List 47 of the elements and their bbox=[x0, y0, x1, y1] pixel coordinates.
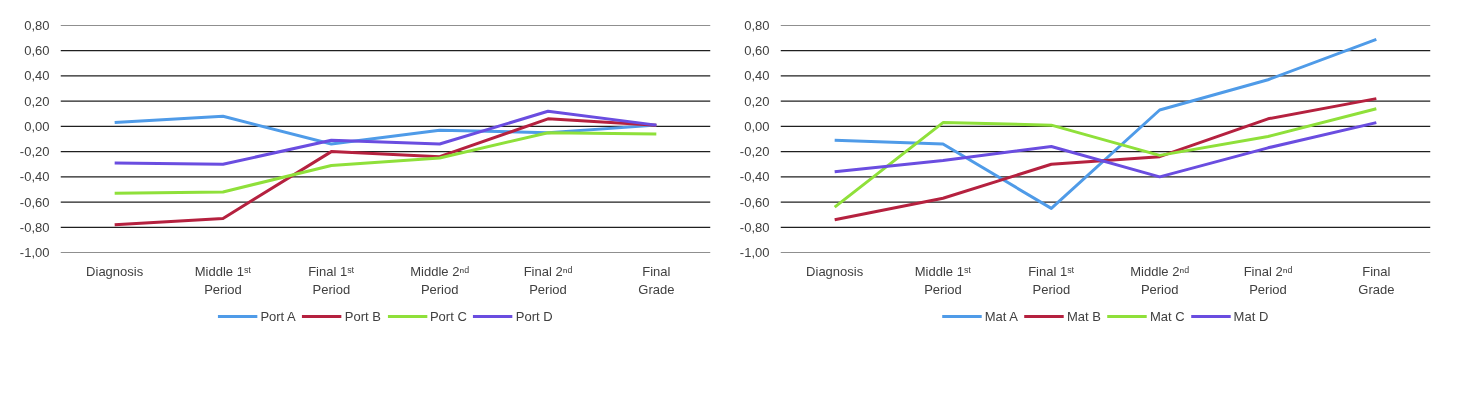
legend-label: Mat B bbox=[1066, 308, 1101, 324]
y-tick-label: 0,60 bbox=[744, 43, 770, 59]
y-tick-label: -0,80 bbox=[739, 219, 770, 235]
line-series bbox=[833, 121, 1378, 179]
x-tick-label: Middle 2ⁿᵈ Period bbox=[1130, 263, 1190, 297]
line-series bbox=[113, 117, 658, 227]
y-tick-label: 0,20 bbox=[24, 93, 50, 109]
x-tick-label: Final Grade bbox=[638, 263, 675, 297]
x-tick-label: Middle 2ⁿᵈ Period bbox=[410, 263, 470, 297]
legend-label: Port C bbox=[429, 308, 467, 324]
y-tick-label: 0,40 bbox=[24, 68, 50, 84]
line-series bbox=[833, 97, 1378, 222]
y-tick-label: -0,60 bbox=[19, 194, 50, 210]
x-tick-label: Middle 1ˢᵗ Period bbox=[914, 263, 972, 297]
y-tick-label: 0,00 bbox=[24, 118, 50, 134]
legend-label: Port D bbox=[515, 308, 553, 324]
x-tick-label: Diagnosis bbox=[806, 263, 864, 279]
y-tick-label: -0,40 bbox=[739, 169, 770, 185]
y-tick-label: 0,00 bbox=[744, 118, 770, 134]
legend-label: Mat C bbox=[1149, 308, 1185, 324]
x-tick-label: Diagnosis bbox=[86, 263, 144, 279]
legend-label: Port A bbox=[260, 308, 296, 324]
x-tick-label: Middle 1ˢᵗ Period bbox=[194, 263, 252, 297]
y-tick-label: -0,20 bbox=[19, 144, 50, 160]
line-series bbox=[833, 107, 1378, 209]
y-tick-label: -1,00 bbox=[19, 245, 50, 260]
y-tick-label: -0,80 bbox=[19, 219, 50, 235]
y-tick-label: 0,80 bbox=[744, 18, 770, 33]
x-tick-label: Final 2ⁿᵈ Period bbox=[1243, 263, 1293, 297]
x-tick-label: Final 2ⁿᵈ Period bbox=[523, 263, 573, 297]
line-series bbox=[833, 37, 1378, 210]
y-tick-label: -0,40 bbox=[19, 169, 50, 185]
legend-label: Mat D bbox=[1233, 308, 1269, 324]
line-series bbox=[113, 109, 658, 166]
y-tick-label: 0,20 bbox=[744, 93, 770, 109]
line-series bbox=[113, 131, 658, 195]
y-tick-label: 0,60 bbox=[24, 43, 50, 59]
x-tick-label: Final 1ˢᵗ Period bbox=[308, 263, 355, 297]
x-tick-label: Final 1ˢᵗ Period bbox=[1028, 263, 1075, 297]
legend-label: Port B bbox=[344, 308, 381, 324]
y-tick-label: -0,60 bbox=[739, 194, 770, 210]
legend-label: Mat A bbox=[984, 308, 1018, 324]
x-tick-label: Final Grade bbox=[1358, 263, 1395, 297]
y-tick-label: 0,40 bbox=[744, 68, 770, 84]
y-tick-label: 0,80 bbox=[24, 18, 50, 33]
y-tick-label: -1,00 bbox=[739, 245, 770, 260]
y-tick-label: -0,20 bbox=[739, 144, 770, 160]
